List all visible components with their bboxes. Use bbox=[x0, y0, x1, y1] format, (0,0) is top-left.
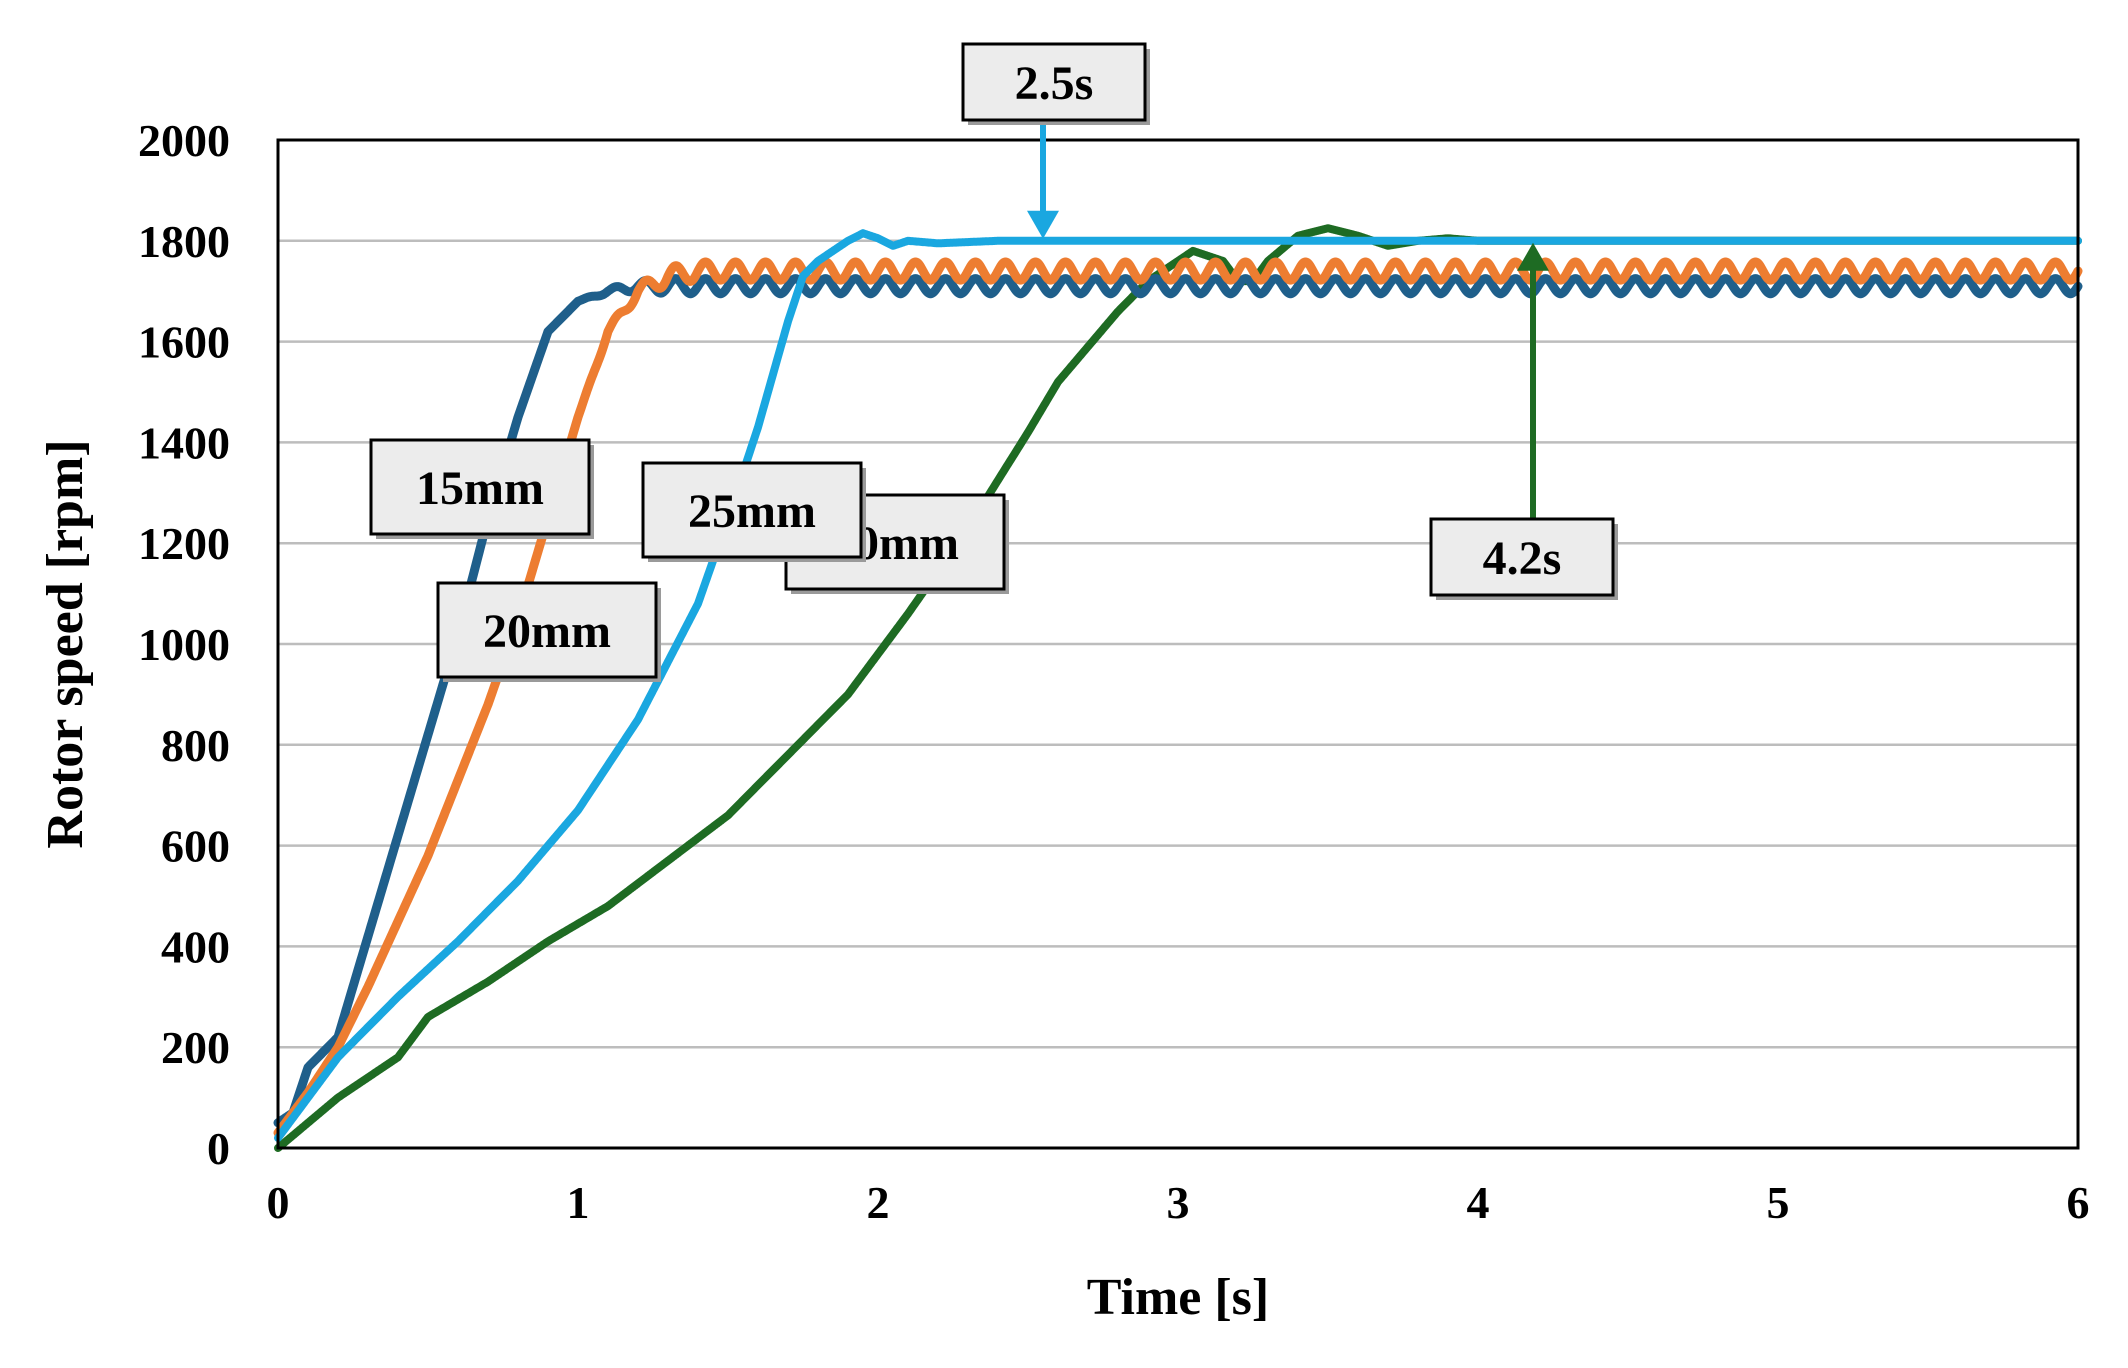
series-layer bbox=[273, 224, 2083, 1152]
annotation-box-4.2s: 4.2s bbox=[1429, 517, 1618, 600]
series-label-box-15mm-text: 15mm bbox=[416, 462, 544, 515]
series-label-box-25mm: 25mm bbox=[641, 461, 866, 562]
annotation-box-4.2s-text: 4.2s bbox=[1483, 532, 1562, 585]
x-tick-labels: 0 1 2 3 4 5 6 bbox=[267, 1177, 2090, 1228]
x-axis-title: Time [s] bbox=[1087, 1269, 1269, 1326]
y-axis-title: Rotor speed [rpm] bbox=[37, 439, 94, 848]
y-tick-label: 1000 bbox=[138, 619, 230, 670]
y-tick-label: 600 bbox=[161, 821, 230, 872]
y-tick-label: 0 bbox=[207, 1123, 230, 1174]
y-tick-label: 400 bbox=[161, 921, 230, 972]
series-label-box-25mm-text: 25mm bbox=[688, 485, 816, 538]
y-tick-label: 2000 bbox=[138, 115, 230, 166]
y-tick-label: 800 bbox=[161, 720, 230, 771]
series-label-box-20mm-text: 20mm bbox=[483, 605, 611, 658]
annotation-arrowhead-4.2s bbox=[1517, 242, 1549, 271]
x-tick-label: 2 bbox=[867, 1177, 890, 1228]
x-tick-label: 4 bbox=[1467, 1177, 1490, 1228]
annotations: 2.5s 4.2s bbox=[961, 42, 1618, 600]
y-tick-label: 1400 bbox=[138, 417, 230, 468]
annotation-arrowhead-2.5s bbox=[1027, 210, 1059, 239]
series-label-box-15mm: 15mm bbox=[369, 438, 594, 539]
series-line-20mm bbox=[273, 257, 2083, 1138]
y-tick-label: 200 bbox=[161, 1022, 230, 1073]
plot-area-frame bbox=[276, 138, 2080, 1150]
y-tick-label: 1800 bbox=[138, 216, 230, 267]
y-tick-labels: 0 200 400 600 800 1000 1200 1400 1600 1800 2000 bbox=[138, 115, 230, 1174]
series-line-30mm bbox=[274, 229, 2082, 1142]
series-label-box-20mm: 20mm bbox=[436, 581, 661, 682]
x-tick-label: 0 bbox=[267, 1177, 290, 1228]
annotation-box-2.5s-text: 2.5s bbox=[1015, 57, 1094, 110]
y-tick-label: 1200 bbox=[138, 518, 230, 569]
x-tick-label: 6 bbox=[2067, 1177, 2090, 1228]
series-label-box-20mm-frame bbox=[436, 581, 658, 679]
series-label-box-25mm-frame bbox=[641, 461, 863, 559]
x-tick-label: 3 bbox=[1167, 1177, 1190, 1228]
annotation-box-2.5s: 2.5s bbox=[961, 42, 1150, 125]
series-line-15mm bbox=[273, 274, 2083, 1128]
annotation-box-4.2s-frame bbox=[1429, 517, 1615, 597]
annotation-box-2.5s-frame bbox=[961, 42, 1147, 122]
y-tick-label: 1600 bbox=[138, 317, 230, 368]
series-label-box-15mm-frame bbox=[369, 438, 591, 536]
x-tick-label: 5 bbox=[1767, 1177, 1790, 1228]
x-tick-label: 1 bbox=[567, 1177, 590, 1228]
